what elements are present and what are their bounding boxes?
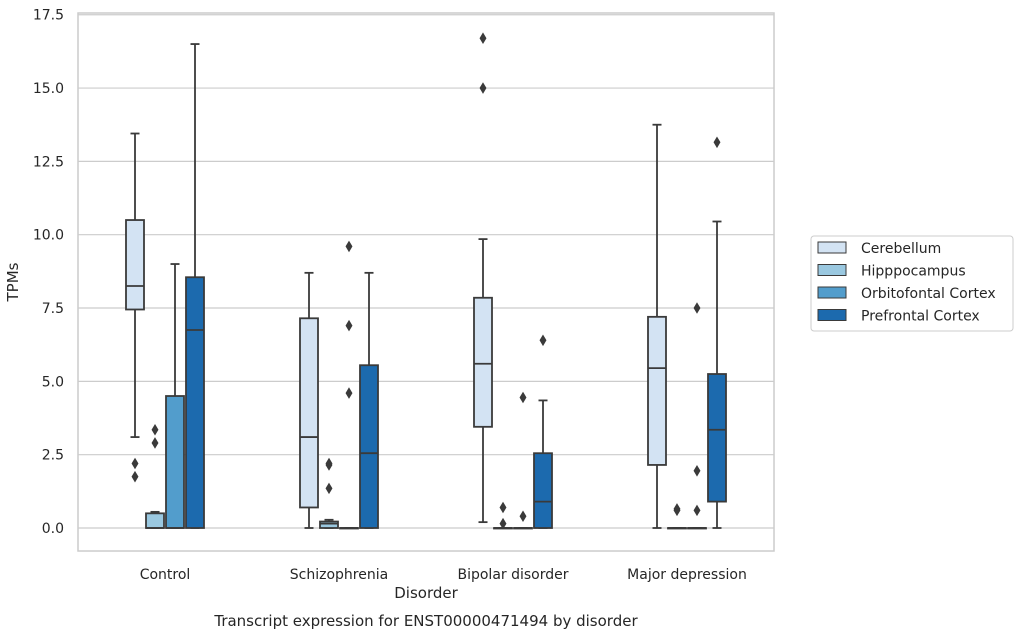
legend-label: Prefrontal Cortex bbox=[861, 309, 980, 325]
outlier-point bbox=[693, 504, 701, 517]
box-iqr bbox=[359, 364, 379, 529]
y-tick-label: 12.5 bbox=[33, 154, 64, 170]
outlier-point bbox=[693, 302, 701, 314]
outlier-point bbox=[499, 517, 507, 530]
box-iqr bbox=[299, 317, 319, 509]
box-2-2 bbox=[513, 391, 533, 530]
box-0-2 bbox=[165, 263, 185, 529]
box-3-2 bbox=[687, 302, 707, 530]
y-tick-label: 15.0 bbox=[33, 81, 64, 97]
x-axis-label: Disorder bbox=[394, 584, 458, 602]
box-iqr bbox=[647, 315, 667, 466]
outlier-point bbox=[713, 136, 721, 149]
box-2-0 bbox=[473, 32, 493, 524]
y-tick-label: 5.0 bbox=[42, 374, 64, 390]
box-0-3 bbox=[185, 43, 205, 529]
legend-frame bbox=[810, 235, 1014, 332]
outlier-point bbox=[479, 32, 487, 44]
box-0-1 bbox=[145, 423, 165, 529]
y-tick-label: 17.5 bbox=[33, 8, 64, 24]
outlier-point bbox=[345, 387, 353, 399]
x-tick-label: Bipolar disorder bbox=[457, 567, 568, 583]
legend-swatch bbox=[817, 286, 847, 299]
outlier-point bbox=[519, 510, 527, 523]
outlier-point bbox=[325, 459, 333, 471]
boxes bbox=[125, 32, 727, 530]
y-tick-label: 10.0 bbox=[33, 228, 64, 244]
box-iqr bbox=[145, 512, 165, 529]
box-3-1 bbox=[667, 503, 687, 530]
outlier-point bbox=[151, 437, 159, 449]
box-iqr bbox=[319, 520, 339, 529]
box-iqr bbox=[165, 395, 185, 529]
x-tick-label: Control bbox=[140, 567, 191, 583]
legend: Cerebellum Hipppocampus Orbitofontal Corte… bbox=[810, 235, 1014, 332]
legend-label: Orbitofontal Cortex bbox=[861, 286, 996, 302]
y-tick-label: 2.5 bbox=[42, 448, 64, 464]
x-tick-labels: Control Schizophrenia Bipolar disorder Majo… bbox=[140, 567, 747, 583]
box-1-1 bbox=[319, 457, 339, 529]
outlier-point bbox=[131, 470, 139, 483]
y-tick-label: 0.0 bbox=[42, 521, 64, 537]
legend-label: Cerebellum bbox=[861, 241, 941, 257]
outlier-point bbox=[519, 391, 527, 404]
legend-swatch bbox=[817, 264, 847, 276]
box-1-2 bbox=[339, 240, 359, 530]
box-3-3 bbox=[707, 136, 727, 529]
chart-caption: Transcript expression for ENST0000047149… bbox=[213, 612, 638, 630]
y-tick-labels: 0.0 2.5 5.0 7.5 10.0 12.5 15.0 17.5 bbox=[33, 8, 64, 537]
outlier-point bbox=[539, 334, 547, 347]
box-iqr bbox=[707, 373, 727, 503]
box-iqr bbox=[533, 452, 553, 529]
legend-swatch bbox=[817, 309, 847, 321]
legend-swatch bbox=[817, 241, 847, 254]
outlier-point bbox=[499, 501, 507, 514]
outlier-point bbox=[151, 423, 159, 436]
outlier-point bbox=[325, 482, 333, 495]
outlier-point bbox=[479, 82, 487, 94]
box-3-0 bbox=[647, 123, 667, 529]
outlier-point bbox=[693, 465, 701, 477]
box-iqr bbox=[185, 276, 205, 529]
box-2-1 bbox=[493, 501, 513, 530]
plot-frame bbox=[77, 12, 775, 552]
outlier-point bbox=[131, 457, 139, 470]
outlier-point bbox=[345, 319, 353, 332]
box-0-0 bbox=[125, 132, 145, 483]
outlier-point bbox=[345, 240, 353, 253]
box-1-3 bbox=[359, 271, 379, 529]
x-tick-label: Major depression bbox=[627, 567, 747, 583]
box-1-0 bbox=[299, 271, 319, 529]
box-iqr bbox=[125, 219, 145, 311]
x-tick-label: Schizophrenia bbox=[290, 567, 388, 583]
legend-label: Hipppocampus bbox=[861, 264, 966, 280]
box-2-3 bbox=[533, 334, 553, 529]
y-tick-label: 7.5 bbox=[42, 301, 64, 317]
outlier-point bbox=[673, 504, 681, 517]
y-axis-label: TPMs bbox=[4, 262, 22, 302]
box-iqr bbox=[473, 296, 493, 428]
